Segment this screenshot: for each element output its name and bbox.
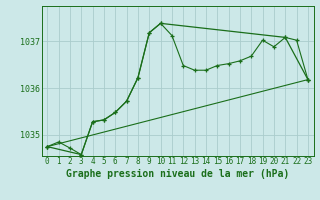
X-axis label: Graphe pression niveau de la mer (hPa): Graphe pression niveau de la mer (hPa) — [66, 169, 289, 179]
